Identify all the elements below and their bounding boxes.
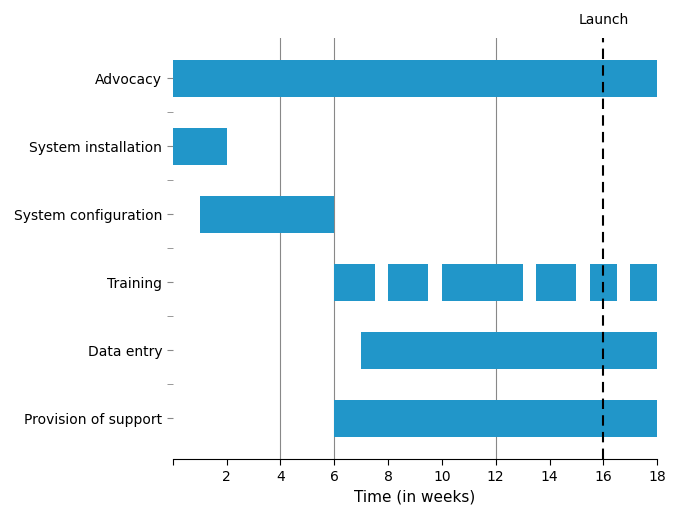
Bar [482, 264, 523, 301]
Bar [200, 196, 334, 233]
Bar [334, 400, 658, 437]
Bar [173, 127, 226, 165]
Bar [361, 332, 658, 369]
Bar [536, 264, 577, 301]
Bar [590, 264, 617, 301]
Bar [334, 264, 375, 301]
Bar [442, 264, 482, 301]
Bar [630, 264, 658, 301]
Bar [173, 60, 658, 97]
Text: Launch: Launch [578, 13, 628, 27]
Bar [388, 264, 428, 301]
X-axis label: Time (in weeks): Time (in weeks) [354, 489, 475, 504]
